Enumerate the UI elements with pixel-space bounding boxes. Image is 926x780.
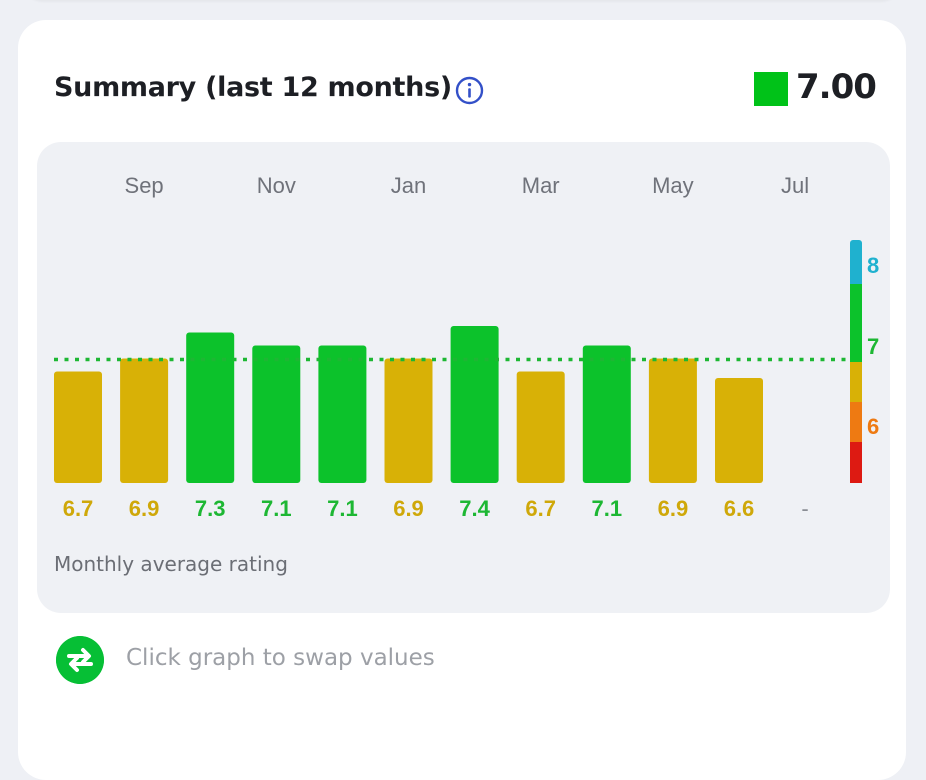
bar-mar	[516, 371, 565, 483]
value-label-sep: 6.9	[129, 496, 160, 521]
chart-caption: Monthly average rating	[54, 552, 288, 576]
rating-scale-segment	[850, 442, 862, 483]
month-label-may: May	[652, 173, 694, 198]
value-label-nov: 7.1	[261, 496, 292, 521]
rating-scale-segment	[850, 362, 862, 402]
summary-title: Summary (last 12 months)	[54, 72, 452, 103]
swap-values-hint[interactable]: Click graph to swap values	[56, 636, 476, 684]
value-label-jun: 6.6	[724, 496, 755, 521]
month-label-jan: Jan	[391, 173, 426, 198]
month-label-nov: Nov	[257, 173, 296, 198]
swap-arrows-icon[interactable]	[56, 636, 104, 684]
bar-aug	[54, 371, 102, 483]
monthly-rating-chart[interactable]: Sep Nov Jan Mar May Jul 6.7 6.9 7.3 7.1 7.1 6.9 7.4 6…	[0, 0, 926, 750]
scale-tick-6: 6	[867, 414, 879, 439]
value-label-jan: 6.9	[393, 496, 424, 521]
value-label-apr: 7.1	[592, 496, 623, 521]
bar-may	[648, 358, 697, 483]
swap-values-label: Click graph to swap values	[126, 645, 435, 671]
value-label-may: 6.9	[658, 496, 689, 521]
current-rating-swatch	[754, 72, 788, 106]
month-label-mar: Mar	[522, 173, 560, 198]
scale-tick-7: 7	[867, 334, 879, 359]
bar-sep	[120, 358, 169, 483]
current-rating-value: 7.00	[796, 67, 877, 107]
value-label-feb: 7.4	[459, 496, 490, 521]
value-label-mar: 6.7	[525, 496, 556, 521]
bar-oct	[186, 332, 235, 483]
value-label-aug: 6.7	[63, 496, 94, 521]
bar-dec	[318, 345, 367, 483]
rating-scale-segment	[850, 281, 862, 362]
value-label-dec: 7.1	[327, 496, 358, 521]
bar-jun	[715, 378, 763, 483]
value-label-jul: -	[801, 496, 808, 521]
rating-scale-segment	[850, 402, 862, 442]
scale-tick-8: 8	[867, 253, 879, 278]
info-circle-icon[interactable]	[455, 76, 484, 105]
bar-jan	[384, 358, 433, 483]
value-label-oct: 7.3	[195, 496, 226, 521]
bar-nov	[252, 345, 301, 483]
month-label-sep: Sep	[125, 173, 164, 198]
month-label-jul: Jul	[781, 173, 809, 198]
bar-feb	[450, 326, 499, 483]
bar-apr	[582, 345, 631, 483]
rating-scale-segment	[850, 244, 862, 284]
